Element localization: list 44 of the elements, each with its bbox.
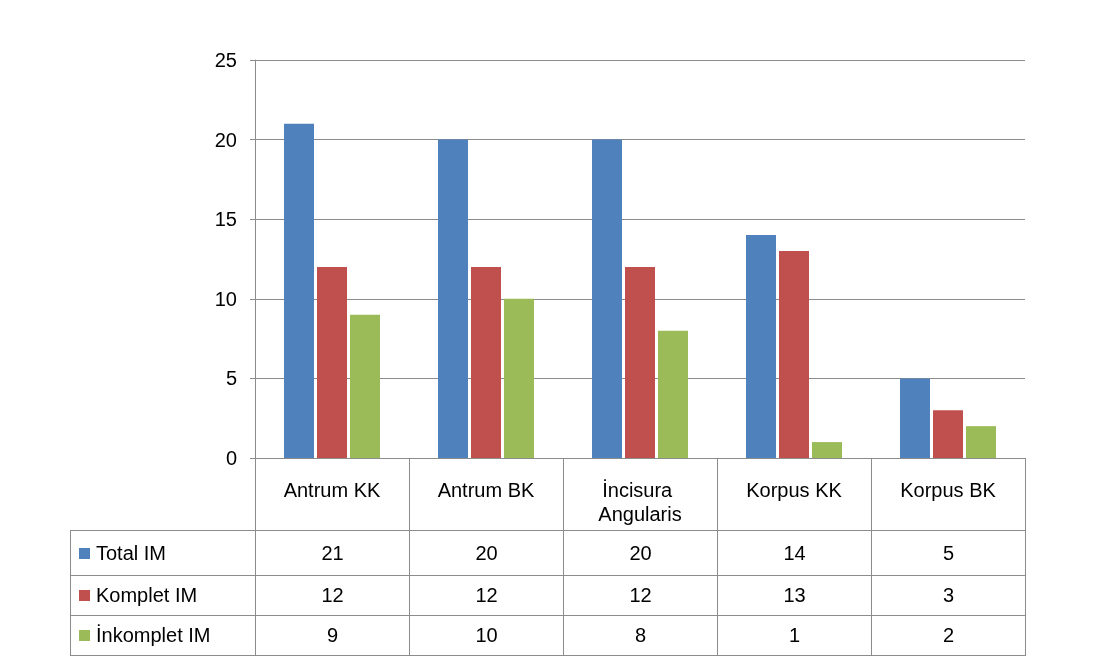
bar: [966, 426, 996, 458]
bar: [625, 266, 655, 458]
legend-label: Komplet IM: [70, 575, 256, 616]
bar: [284, 123, 314, 458]
data-label: 20: [409, 530, 564, 576]
bar: [471, 266, 501, 458]
data-label: 20: [563, 530, 718, 576]
bar: [746, 235, 776, 458]
legend-label: İnkomplet IM: [70, 615, 256, 656]
bar: [504, 298, 534, 458]
data-label: 12: [409, 575, 564, 616]
data-label: 14: [717, 530, 872, 576]
bar: [592, 139, 622, 458]
x-tick-label: İncisura Angularis: [598, 479, 682, 525]
y-tick-label: 10: [214, 287, 237, 310]
bar: [350, 314, 380, 458]
data-label: 10: [409, 615, 564, 656]
bar: [658, 330, 688, 458]
data-label: 2: [871, 615, 1026, 656]
data-label: 21: [255, 530, 410, 576]
data-label: 1: [717, 615, 872, 656]
data-label: 12: [255, 575, 410, 616]
y-tick-label: 15: [214, 208, 237, 231]
bar: [933, 410, 963, 458]
y-tick-label: 0: [225, 447, 237, 469]
bar: [900, 378, 930, 458]
x-tick-label: Korpus KK: [746, 479, 843, 501]
data-label: 12: [563, 575, 718, 616]
x-tick-label: Antrum KK: [283, 479, 382, 501]
data-label: 9: [255, 615, 410, 656]
bar: [438, 139, 468, 458]
x-tick-label: Korpus BK: [900, 479, 997, 501]
bar: [779, 251, 809, 458]
bar: [812, 442, 842, 458]
data-label: 5: [871, 530, 1026, 576]
legend-label: Total IM: [70, 530, 256, 576]
data-label: 3: [871, 575, 1026, 616]
bar: [317, 266, 347, 458]
x-tick-label: Antrum BK: [437, 479, 536, 501]
y-tick-label: 5: [225, 367, 237, 390]
data-label: 8: [563, 615, 718, 656]
y-tick-label: 25: [214, 49, 237, 71]
y-tick-label: 20: [214, 128, 237, 151]
data-label: 13: [717, 575, 872, 616]
